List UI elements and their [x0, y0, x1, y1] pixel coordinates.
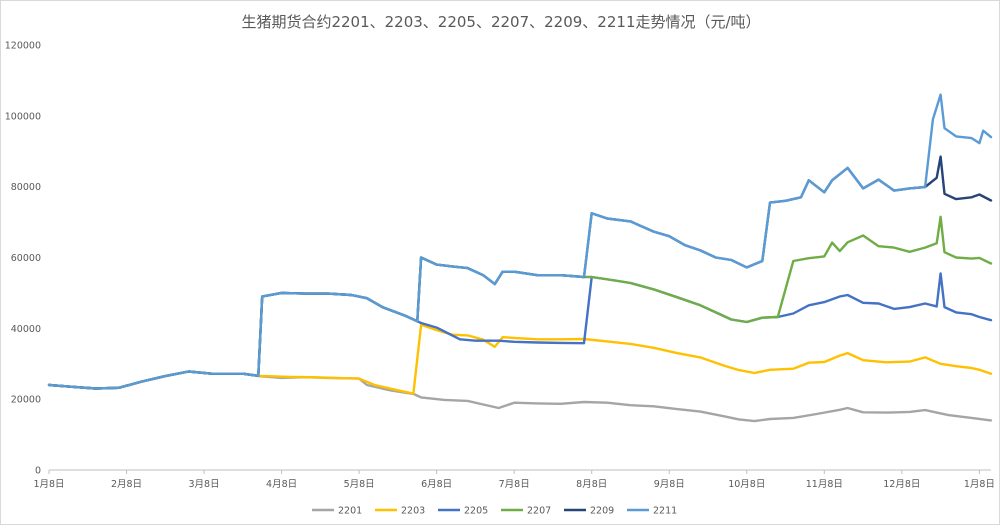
- y-tick-label: 60000: [11, 253, 41, 264]
- x-tick-label: 10月8日: [728, 479, 765, 490]
- chart-title: 生猪期货合约2201、2203、2205、2207、2209、2211走势情况（…: [241, 13, 760, 31]
- x-tick-label: 7月8日: [499, 479, 530, 490]
- plot-area: [47, 93, 993, 423]
- series-line-2211: [47, 93, 993, 390]
- legend-label-2203: 2203: [401, 506, 425, 517]
- x-tick-label: 11月8日: [806, 479, 843, 490]
- x-tick-label: 3月8日: [189, 479, 220, 490]
- legend-label-2209: 2209: [590, 506, 614, 517]
- series-line-2203: [47, 323, 993, 395]
- x-axis: 1月8日 2月8日 3月8日 4月8日 5月8日 6月8日 7月8日 8月8日 9月8日 10月8…: [33, 469, 995, 490]
- legend-label-2211: 2211: [653, 506, 677, 517]
- legend-label-2207: 2207: [527, 506, 551, 517]
- y-tick-label: 80000: [11, 182, 41, 193]
- legend-label-2201: 2201: [338, 506, 362, 517]
- x-tick-label: 1月8日: [964, 479, 995, 490]
- y-tick-label: 40000: [11, 324, 41, 335]
- series-line-2201: [47, 370, 993, 423]
- x-tick-label: 9月8日: [654, 479, 685, 490]
- x-tick-label: 5月8日: [344, 479, 375, 490]
- y-axis: 0 20000 40000 60000 80000 100000 120000: [5, 41, 41, 477]
- x-tick-label: 6月8日: [421, 479, 452, 490]
- y-tick-label: 100000: [5, 111, 41, 122]
- x-tick-label: 12月8日: [883, 479, 920, 490]
- series-line-2207: [47, 215, 993, 390]
- x-tick-label: 2月8日: [111, 479, 142, 490]
- legend: 2201 2203 2205 2207 2209 2211: [312, 506, 677, 517]
- x-tick-label: 4月8日: [266, 479, 297, 490]
- y-tick-label: 0: [35, 466, 41, 477]
- y-tick-label: 120000: [5, 41, 41, 52]
- x-tick-label: 8月8日: [576, 479, 607, 490]
- legend-label-2205: 2205: [464, 506, 488, 517]
- x-tick-label: 1月8日: [33, 479, 64, 490]
- y-tick-label: 20000: [11, 395, 41, 406]
